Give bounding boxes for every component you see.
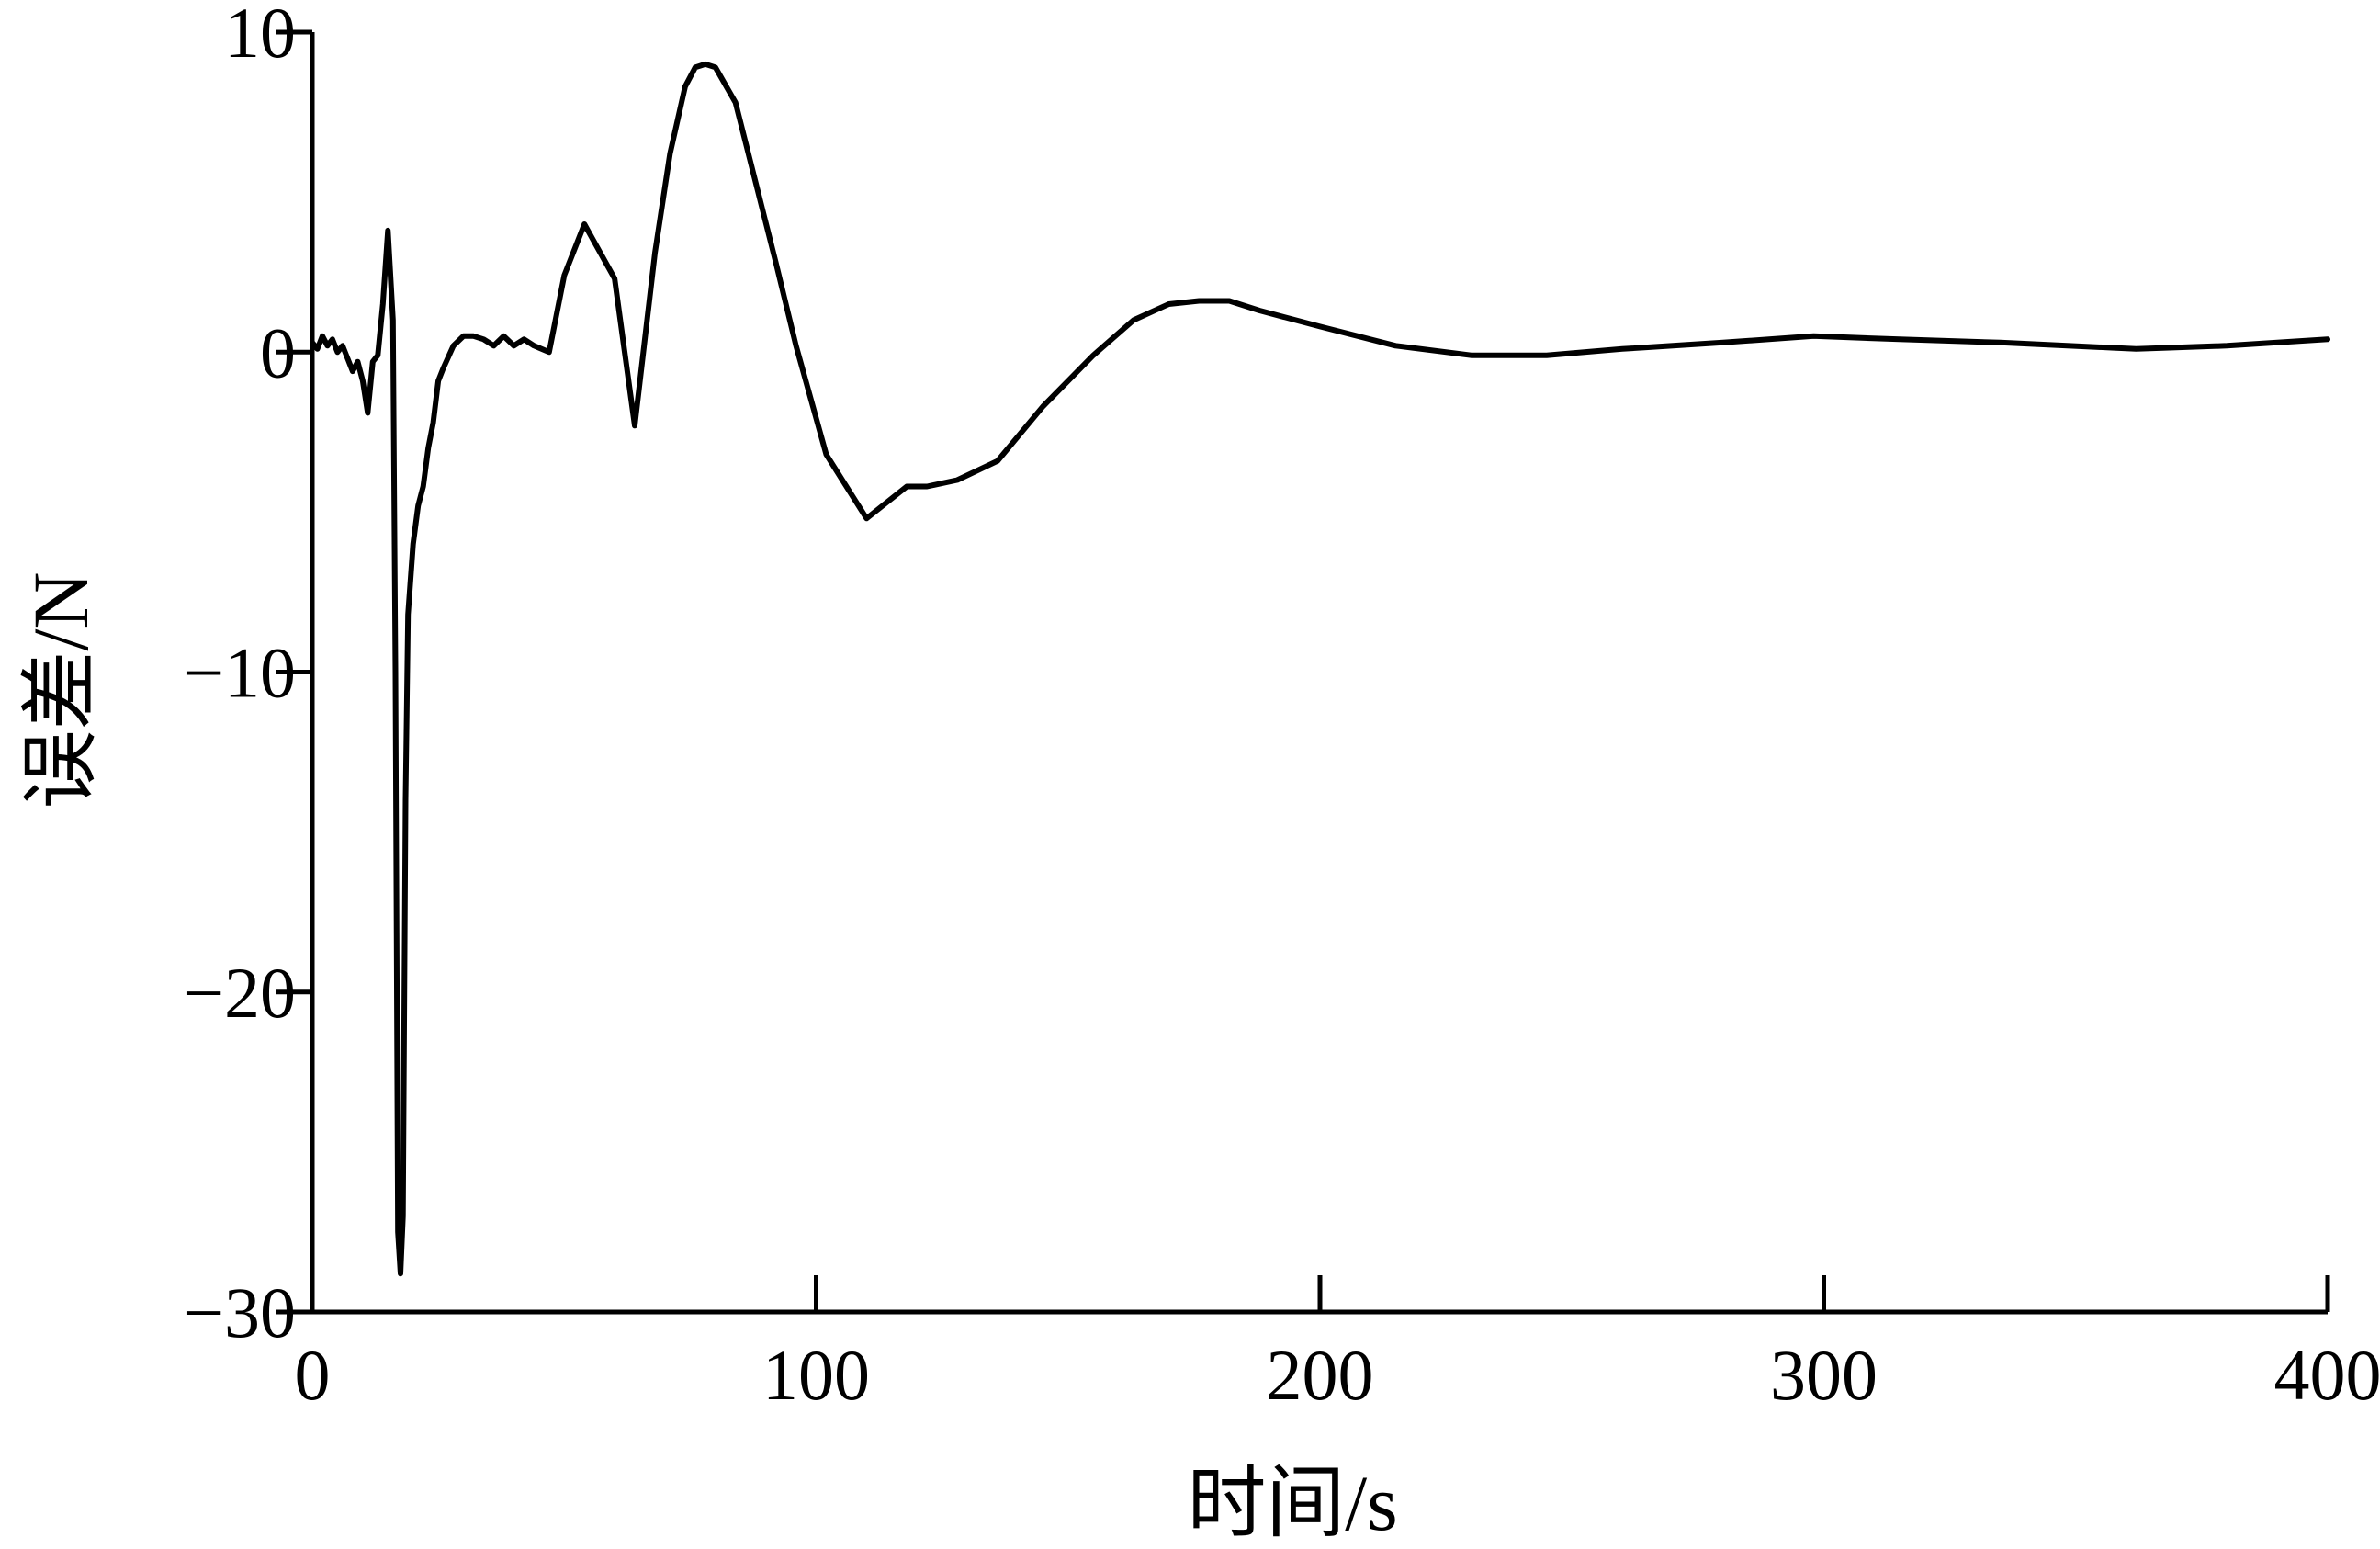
axes	[310, 32, 2328, 1315]
x-tick-label: 400	[2274, 1335, 2380, 1415]
series-layer	[310, 61, 2330, 1277]
x-tick-label: 0	[295, 1335, 331, 1415]
y-tick-label: 10	[224, 0, 296, 73]
x-tick-label: 300	[1770, 1335, 1878, 1415]
y-axis-title: 误差/N	[17, 572, 105, 809]
series-line	[310, 61, 2330, 1277]
x-tick-label: 100	[762, 1335, 870, 1415]
x-axis-title: 时间/s	[1187, 1459, 1397, 1547]
y-tick-label: −30	[184, 1272, 296, 1352]
y-tick-label: 0	[260, 312, 296, 392]
y-tick-label: −20	[184, 953, 296, 1033]
y-tick-label: −10	[184, 633, 296, 713]
x-tick-label: 200	[1267, 1335, 1374, 1415]
